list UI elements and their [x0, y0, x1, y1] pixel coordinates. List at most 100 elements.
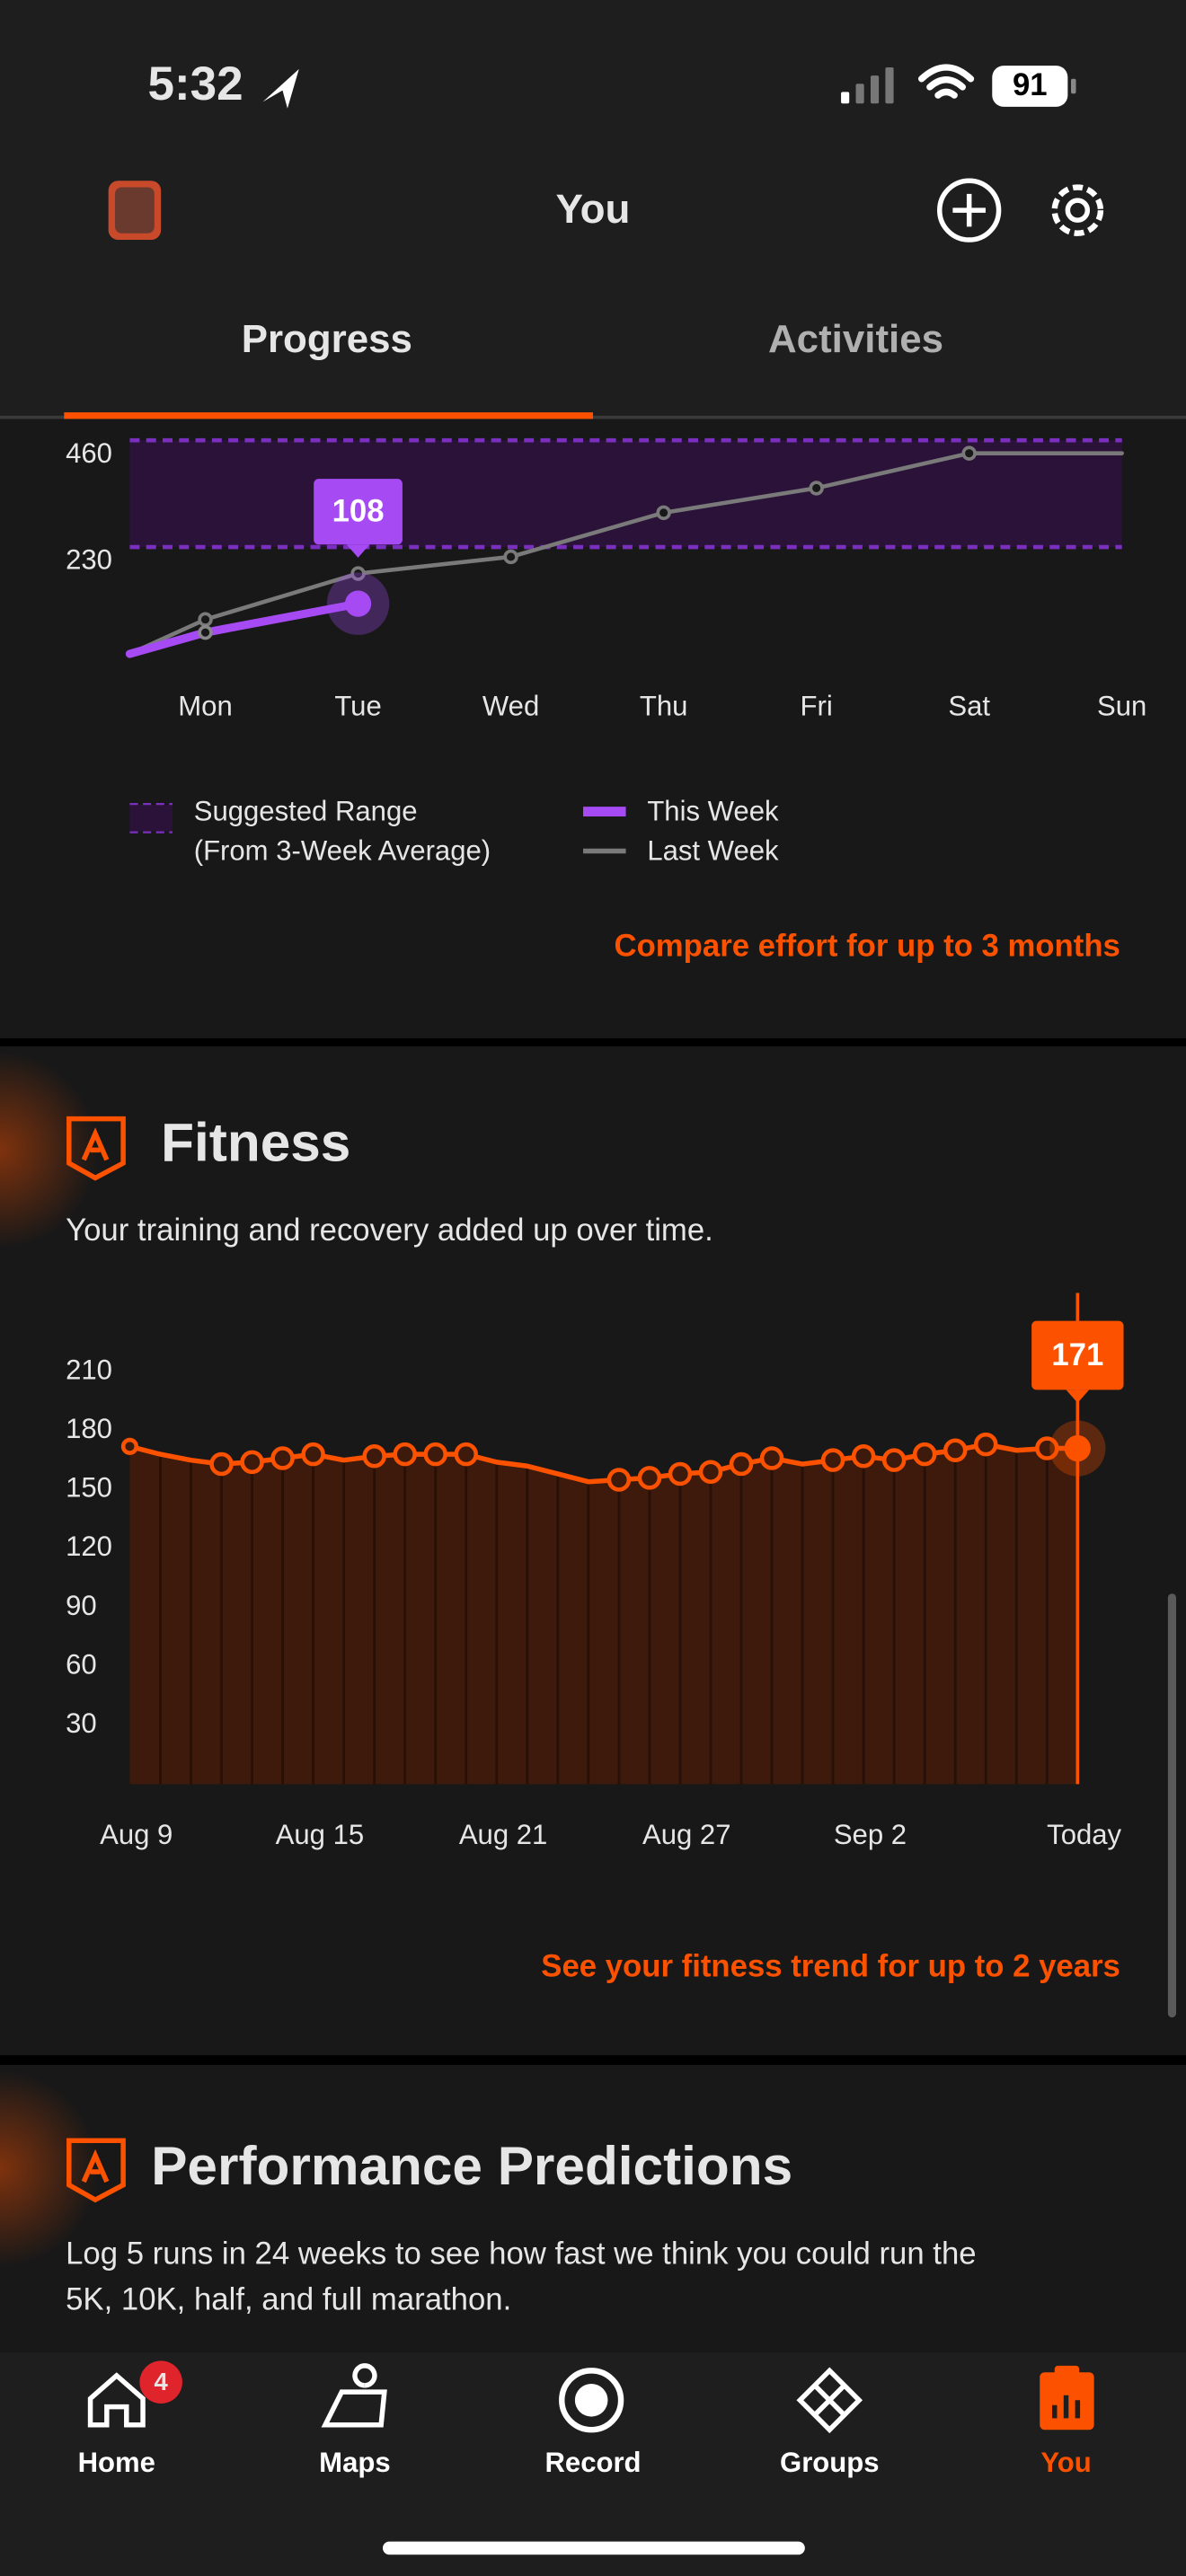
callout-tip — [1066, 1389, 1090, 1404]
point — [454, 1442, 479, 1467]
point — [198, 612, 213, 627]
x-tick-label: Aug 15 — [276, 1819, 364, 1850]
point — [606, 1468, 632, 1492]
point — [1064, 1434, 1091, 1462]
callout — [1031, 1320, 1124, 1390]
x-tick-label: Thu — [640, 691, 688, 722]
point — [120, 1437, 139, 1455]
callout — [314, 479, 403, 545]
x-tick-label: Fri — [801, 691, 833, 722]
fitness-link[interactable]: See your fitness trend for up to 2 years — [541, 1949, 1120, 1983]
point — [961, 446, 977, 461]
add-button[interactable] — [937, 178, 1002, 243]
nav-label[interactable]: You — [1040, 2447, 1091, 2478]
legend-label: (From 3-Week Average) — [194, 834, 491, 866]
point — [1035, 1436, 1059, 1460]
y-tick-label: 60 — [66, 1648, 97, 1680]
status-time: 5:32 — [148, 57, 243, 110]
compare-link[interactable]: Compare effort for up to 3 months — [615, 930, 1120, 964]
point — [943, 1438, 968, 1462]
predictions-section — [0, 2065, 1186, 2353]
fitness-subtitle: Your training and recovery added up over… — [66, 1213, 713, 1248]
point — [301, 1442, 325, 1467]
callout-label: 171 — [1051, 1338, 1103, 1372]
home-badge-count: 4 — [155, 2368, 169, 2395]
nav-label[interactable]: Maps — [319, 2447, 390, 2478]
predictions-title: Performance Predictions — [151, 2135, 792, 2196]
divider — [0, 2055, 1186, 2066]
point — [503, 549, 518, 565]
x-tick-label: Aug 21 — [459, 1819, 547, 1850]
point — [393, 1442, 417, 1467]
point — [362, 1444, 386, 1469]
callout-tip — [346, 544, 370, 558]
range-legend-fill — [129, 805, 173, 832]
maps-icon — [321, 2363, 387, 2428]
you-icon — [1040, 2365, 1094, 2430]
glow — [0, 2069, 99, 2268]
settings-button[interactable] — [1051, 184, 1104, 236]
home-icon — [87, 2372, 146, 2428]
x-tick-label: Tue — [334, 691, 381, 722]
point — [637, 1466, 662, 1490]
x-tick-label: Mon — [178, 691, 232, 722]
scrollbar — [1167, 1593, 1177, 2018]
location-icon — [262, 68, 299, 109]
callout-label: 108 — [332, 495, 385, 529]
battery-level: 91 — [1013, 68, 1048, 102]
glow — [0, 1051, 99, 1249]
legend-label: Last Week — [647, 834, 779, 866]
y-tick-label: 210 — [66, 1354, 112, 1385]
point — [423, 1442, 447, 1467]
y-tick-label: 90 — [66, 1590, 97, 1621]
point — [668, 1461, 693, 1486]
x-tick-label: Today — [1047, 1819, 1121, 1850]
point — [912, 1442, 937, 1467]
wifi-icon — [917, 64, 975, 99]
point — [759, 1446, 784, 1470]
fitness-title: Fitness — [161, 1112, 350, 1173]
x-tick-label: Sep 2 — [834, 1819, 907, 1850]
y-tick-label: 120 — [66, 1531, 112, 1562]
tab-activities[interactable]: Activities — [768, 317, 943, 361]
nav-label[interactable]: Record — [544, 2447, 641, 2478]
y-tick-label: 230 — [66, 544, 112, 576]
header-title: You — [556, 186, 631, 232]
point — [809, 481, 824, 496]
point — [820, 1448, 845, 1472]
legend-label: Suggested Range — [194, 796, 418, 827]
y-tick-label: 180 — [66, 1413, 112, 1444]
nav-label[interactable]: Home — [78, 2447, 155, 2478]
area — [129, 1444, 1078, 1785]
x-tick-label: Aug 9 — [100, 1819, 173, 1850]
legend-label: This Week — [647, 796, 779, 827]
y-tick-label: 30 — [66, 1707, 97, 1739]
point — [729, 1451, 754, 1477]
point — [698, 1460, 723, 1485]
fitness-icon — [66, 1116, 126, 1181]
nav-label[interactable]: Groups — [780, 2447, 879, 2478]
x-tick-label: Aug 27 — [642, 1819, 730, 1850]
groups-icon — [796, 2367, 863, 2434]
y-tick-label: 150 — [66, 1472, 112, 1504]
tab-progress[interactable]: Progress — [242, 317, 412, 361]
avatar-photo — [114, 187, 155, 234]
point — [198, 624, 213, 640]
point — [973, 1432, 998, 1457]
x-tick-label: Wed — [482, 691, 539, 722]
header-bg — [0, 0, 1186, 419]
signal-icon — [841, 66, 894, 104]
battery-icon — [992, 66, 1068, 107]
y-tick-label: 460 — [66, 437, 112, 469]
home-indicator — [382, 2541, 805, 2555]
battery-tip — [1071, 78, 1076, 94]
x-tick-label: Sun — [1097, 691, 1146, 722]
point — [209, 1451, 234, 1477]
home-badge — [139, 2360, 182, 2404]
series-line — [128, 451, 1124, 657]
predictions-icon — [66, 2138, 126, 2203]
point — [851, 1444, 876, 1469]
point — [344, 590, 372, 617]
